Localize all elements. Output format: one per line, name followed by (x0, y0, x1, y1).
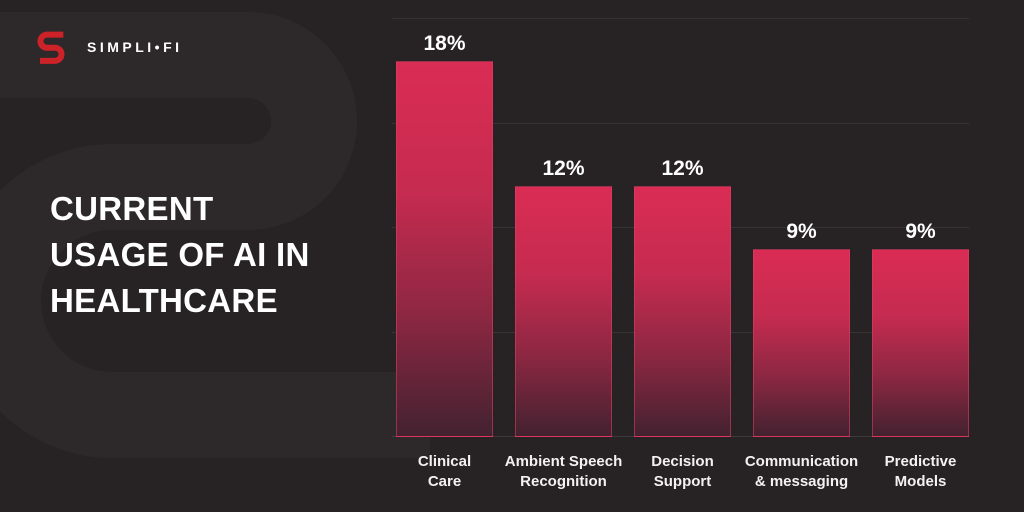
brand-name: SIMPLI•FI (87, 38, 183, 55)
value-label: 9% (786, 219, 817, 243)
bar-clinical-care (396, 60, 493, 437)
bar-decision-support (634, 186, 731, 437)
value-label: 18% (423, 31, 466, 55)
simplifi-logo-icon (37, 31, 65, 64)
bar-predictive-models (872, 248, 969, 437)
brand-header: SIMPLI•FI (33, 27, 183, 66)
page-title: CURRENT USAGE OF AI IN HEALTHCARE (50, 186, 310, 324)
bar-group: 12% Decision Support (634, 19, 731, 490)
page-title-line-3: HEALTHCARE (50, 282, 278, 319)
bars-row: 18% Clinical Care 12% Ambient Speech Recogn… (396, 19, 969, 490)
bar-ambient-speech-recognition (515, 186, 612, 437)
bar-communication-messaging (753, 248, 850, 437)
page-title-line-1: CURRENT (50, 190, 214, 227)
category-label: Communication & messaging (744, 453, 859, 490)
value-label: 12% (661, 157, 704, 181)
bar-group: 18% Clinical Care (396, 19, 493, 490)
category-label: Clinical Care (417, 453, 472, 490)
bar-group: 12% Ambient Speech Recognition (505, 19, 623, 490)
gridline-20 (392, 18, 969, 19)
bar-group: 9% Communication & messaging (745, 19, 858, 490)
category-label: Predictive Models (884, 453, 957, 490)
gridline-15 (392, 122, 969, 124)
bar-group: 9% Predictive Models (872, 19, 969, 490)
page-title-line-2: USAGE OF AI IN (50, 236, 310, 273)
bar-chart: 18% Clinical Care 12% Ambient Speech Recogn… (392, 18, 969, 490)
category-label: Ambient Speech Recognition (504, 453, 623, 490)
value-label: 9% (905, 219, 936, 243)
category-label: Decision Support (651, 453, 714, 490)
value-label: 12% (542, 157, 585, 181)
